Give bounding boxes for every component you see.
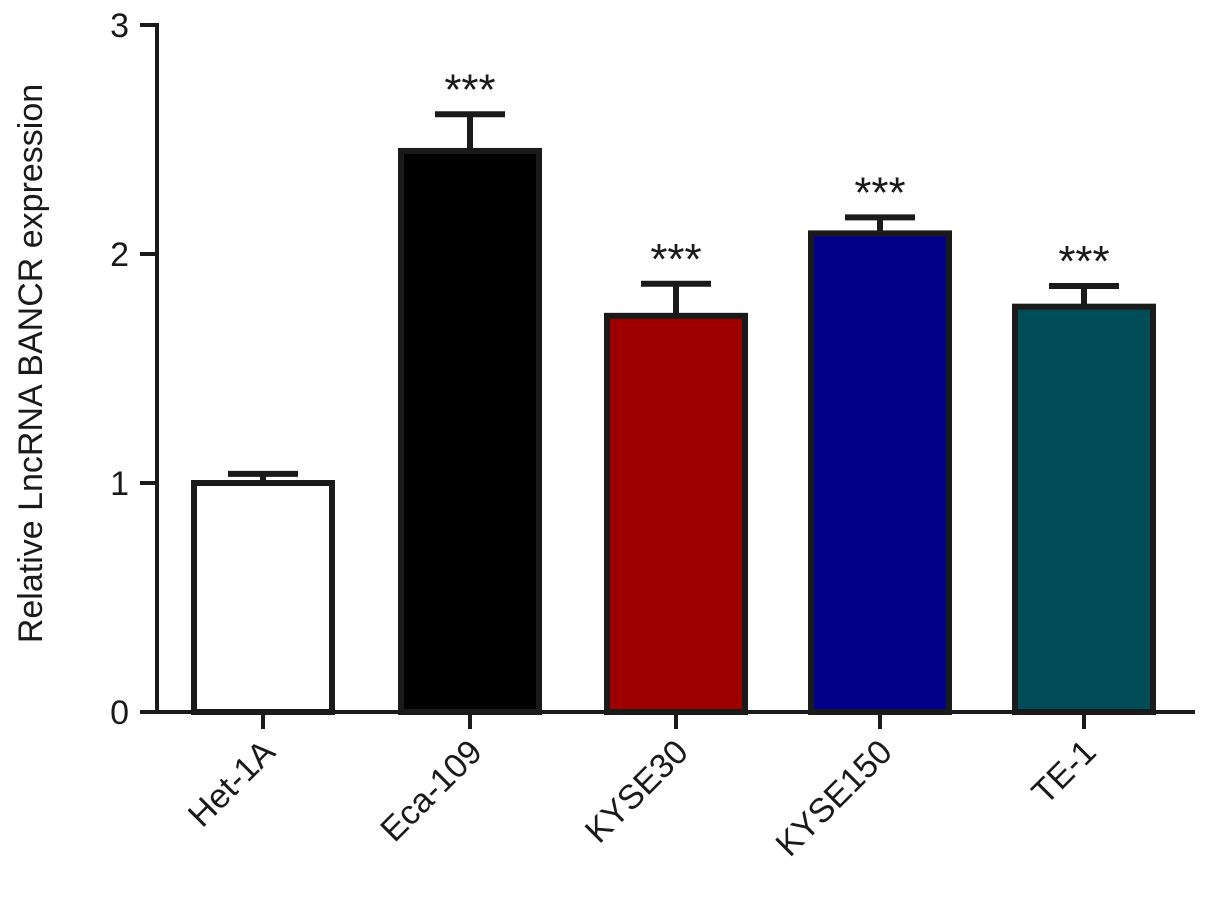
significance-labels: *** *** *** *** — [444, 65, 1109, 286]
bar-eca-109 — [398, 147, 542, 715]
x-tick-label: KYSE30 — [578, 733, 696, 851]
significance-stars: *** — [854, 168, 905, 217]
y-axis-label: Relative LncRNA BANCR expression — [12, 84, 50, 643]
bar-het-1a — [191, 480, 335, 715]
bars-layer — [191, 111, 1156, 715]
bar-te-1 — [1012, 303, 1156, 715]
significance-stars: *** — [1058, 237, 1109, 286]
x-tick-label: KYSE150 — [769, 733, 900, 864]
x-tick-label: Eca-109 — [373, 733, 489, 849]
x-tick-label: TE-1 — [1025, 733, 1104, 812]
x-tick-label: Het-1A — [181, 733, 283, 835]
y-tick-label: 1 — [110, 465, 129, 503]
y-tick-label: 2 — [110, 236, 129, 274]
y-tick-label: 0 — [110, 694, 129, 732]
bar-kyse30 — [604, 312, 748, 715]
y-tick-label: 3 — [110, 7, 129, 45]
y-ticks: 0 1 2 3 — [110, 7, 157, 732]
significance-stars: *** — [444, 65, 495, 114]
x-ticks: Het-1A Eca-109 KYSE30 KYSE150 TE-1 — [181, 712, 1104, 864]
bar-kyse150 — [808, 230, 952, 715]
significance-stars: *** — [650, 235, 701, 284]
